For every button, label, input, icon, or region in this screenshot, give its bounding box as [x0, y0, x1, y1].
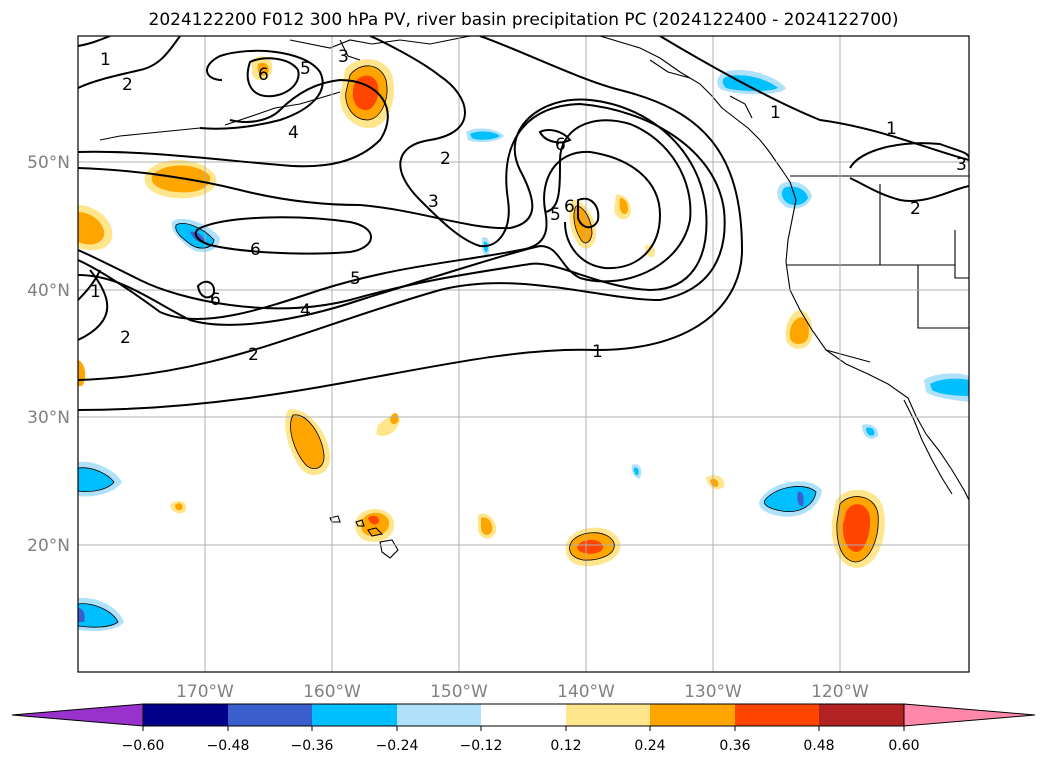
colorbar-label: 0.48 [803, 738, 834, 754]
contour-label: 1 [592, 342, 603, 362]
pv-contour-1 [78, 36, 744, 411]
contour-label: 6 [258, 65, 269, 85]
precip-patches [78, 56, 969, 632]
colorbar-segment [228, 704, 312, 726]
colorbar: −0.60 −0.48 −0.36 −0.24 −0.12 0.12 0.24 … [11, 703, 1036, 754]
pv-contour-5 [199, 49, 324, 130]
contour-label: 2 [910, 199, 921, 219]
colorbar-segment [312, 704, 397, 726]
gridlines [78, 36, 969, 672]
lat-label: 20°N [27, 536, 70, 556]
colorbar-segment [650, 704, 735, 726]
pv-contour-6 [246, 57, 300, 98]
pv-contour-2 [78, 36, 726, 381]
colorbar-ticks [142, 726, 905, 731]
map-panel: 1 2 6 5 3 4 2 6 1 3 2 3 1 6 5 6 2 1 6 4 … [78, 36, 969, 672]
colorbar-extend-min [11, 703, 144, 727]
contour-label: 6 [250, 240, 261, 260]
contour-label: 1 [100, 50, 111, 70]
contour-label: 6 [564, 197, 575, 217]
colorbar-label: −0.60 [122, 738, 165, 754]
lon-label: 140°W [557, 682, 615, 702]
pv-contour-6e [577, 197, 600, 229]
hawaii-islands [329, 515, 399, 559]
contour-label: 5 [300, 59, 311, 79]
negative-precip-patches [78, 69, 969, 632]
colorbar-extend-max [903, 703, 1036, 727]
lon-tick-labels: 170°W 160°W 150°W 140°W 130°W 120°W [176, 682, 869, 702]
lon-label: 170°W [176, 682, 234, 702]
pv-contour-6d [538, 129, 572, 144]
colorbar-segment [397, 704, 481, 726]
pv-contour-1c [78, 36, 111, 47]
colorbar-label: −0.36 [291, 738, 334, 754]
pv-contour-4 [78, 78, 389, 168]
colorbar-segment [735, 704, 819, 726]
contour-label: 2 [440, 149, 451, 169]
coastlines [99, 36, 969, 501]
pv-contour-1d [78, 269, 101, 301]
colorbar-label: −0.24 [376, 738, 419, 754]
lat-label: 40°N [27, 281, 70, 301]
lon-label: 150°W [430, 682, 488, 702]
colorbar-segment [819, 704, 904, 726]
pv-contour-1b [659, 36, 969, 161]
contour-label: 2 [122, 75, 133, 95]
colorbar-label: 0.24 [634, 738, 665, 754]
contour-label: 3 [956, 155, 967, 175]
colorbar-label: −0.12 [460, 738, 503, 754]
pv-contour-6b [194, 216, 372, 255]
contour-label: 4 [288, 123, 299, 143]
pv-contour-2c [78, 36, 181, 89]
colorbar-label: 0.36 [719, 738, 750, 754]
contour-label: 5 [350, 269, 361, 289]
pv-contour-3 [78, 98, 708, 310]
pv-contour-2b [78, 269, 109, 341]
contour-label: 3 [338, 47, 349, 67]
colorbar-segment [143, 704, 228, 726]
contour-labels: 1 2 6 5 3 4 2 6 1 3 2 3 1 6 5 6 2 1 6 4 … [90, 47, 967, 365]
contour-label: 1 [886, 119, 897, 139]
lat-label: 30°N [27, 408, 70, 428]
contour-label: 3 [428, 192, 439, 212]
colorbar-label: 0.60 [888, 738, 919, 754]
contour-label: 4 [300, 301, 311, 321]
contour-label: 5 [550, 205, 561, 225]
pv-contour-4b [78, 119, 692, 326]
pv-contour-5b [78, 150, 662, 321]
lon-label: 120°W [811, 682, 869, 702]
map-title: 2024122200 F012 300 hPa PV, river basin … [148, 10, 899, 30]
contour-label: 6 [210, 290, 221, 310]
pv-contours [78, 36, 969, 411]
contour-label: 6 [555, 135, 566, 155]
patch-outlines [78, 65, 879, 628]
lat-label: 50°N [27, 153, 70, 173]
map-frame [77, 35, 970, 673]
colorbar-segment [566, 704, 650, 726]
lat-tick-labels: 50°N 40°N 30°N 20°N [27, 153, 70, 556]
pv-contour-2e [849, 177, 969, 202]
lon-label: 130°W [684, 682, 742, 702]
colorbar-segment [481, 704, 566, 726]
colorbar-label: 0.12 [550, 738, 581, 754]
pv-contour-6c [196, 280, 216, 299]
contour-label: 1 [90, 282, 101, 302]
contour-label: 2 [120, 328, 131, 348]
colorbar-label: −0.48 [207, 738, 250, 754]
lon-label: 160°W [303, 682, 361, 702]
colorbar-frame [142, 703, 905, 727]
pv-contour-2d [849, 142, 969, 169]
contour-label: 2 [248, 345, 259, 365]
contour-label: 1 [770, 103, 781, 123]
positive-precip-patches [78, 56, 885, 568]
